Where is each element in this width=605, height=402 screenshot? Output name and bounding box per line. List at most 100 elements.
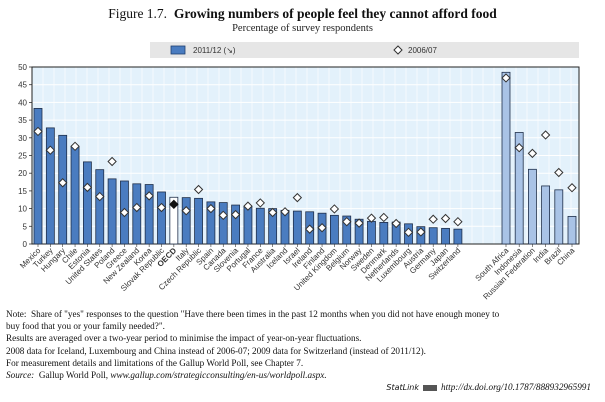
- bar-portugal: [243, 206, 253, 245]
- marker-2006-germany: [428, 214, 438, 224]
- y-tick-label: 30: [18, 134, 27, 143]
- marker-2006-greece: [119, 207, 130, 218]
- marker-2006-belgium: [342, 216, 352, 227]
- y-tick-label: 45: [18, 81, 27, 90]
- note-line-3: Results are averaged over a two-year per…: [6, 333, 362, 344]
- bar-germany: [428, 227, 438, 245]
- marker-2006-china: [567, 183, 577, 193]
- y-tick-label: 0: [23, 240, 28, 249]
- marker-2006-south-africa: [501, 73, 511, 83]
- marker-2006-united-kingdom: [329, 204, 340, 214]
- marker-2006-united-states: [95, 191, 105, 202]
- marker-2006-czech-republic: [193, 184, 204, 195]
- legend-label-2011: 2011/12 (↘): [193, 46, 236, 55]
- marker-2006-finland: [317, 223, 327, 233]
- bar-estonia: [83, 161, 92, 245]
- marker-2006-hungary: [57, 178, 68, 188]
- marker-2006-portugal: [243, 201, 253, 211]
- note-line-1: Note: Share of "yes" responses to the qu…: [6, 308, 499, 320]
- y-tick-label: 15: [18, 187, 27, 196]
- marker-2006-australia: [267, 207, 278, 218]
- note-label: Note:: [6, 309, 27, 319]
- y-tick-label: 5: [23, 222, 28, 231]
- marker-2006-france: [255, 198, 266, 208]
- marker-2006-japan: [440, 213, 451, 224]
- chart-title: Figure 1.7. Growing numbers of people fe…: [0, 6, 605, 22]
- bar-russian-federation: [528, 168, 537, 245]
- note-line-5: For measurement details and limitations …: [6, 357, 304, 368]
- statlink-icon: [423, 384, 438, 391]
- marker-2006-korea: [144, 191, 154, 201]
- legend-label-2006: 2006/07: [408, 46, 437, 55]
- marker-2006-oecd: [169, 199, 179, 210]
- title-text: Growing numbers of people feel they cann…: [173, 6, 497, 21]
- marker-2006-denmark: [379, 212, 389, 223]
- bar-italy: [181, 197, 191, 245]
- marker-2006-iceland: [280, 207, 290, 217]
- bar-hungary: [58, 134, 68, 245]
- marker-2006-indonesia: [514, 143, 524, 153]
- bar-switzerland: [453, 228, 463, 245]
- bar-united-kingdom: [329, 214, 339, 245]
- marker-2006-spain: [206, 203, 216, 214]
- bar-china: [567, 215, 577, 245]
- bar-chart: 2011/12 (↘) 2006/07 0 5 10 15 20 25 30 35 40 45 50…: [18, 42, 580, 301]
- marker-2006-israel: [292, 192, 303, 203]
- marker-2006-switzerland: [453, 216, 463, 227]
- bar-turkey: [45, 127, 55, 245]
- bar-slovak-republic: [157, 191, 166, 245]
- source-text: Gallup World Poll,: [38, 370, 109, 381]
- bar-south-africa: [501, 71, 511, 245]
- source-url-link[interactable]: www.gallup.com/strategicconsulting/en-us…: [110, 370, 327, 381]
- note-text: Share of "yes" responses to the question…: [31, 309, 500, 319]
- bar-brazil: [554, 189, 564, 245]
- y-tick-label: 25: [18, 152, 27, 161]
- plot-area: 05101520253035404550MexicoTurkeyHungaryC…: [18, 63, 580, 301]
- statlink: StatLink http://dx.doi.org/10.1787/888932…: [386, 382, 591, 392]
- bar-denmark: [379, 222, 389, 245]
- marker-2006-luxembourg: [403, 227, 414, 238]
- marker-2006-netherlands: [391, 218, 401, 229]
- y-tick-label: 40: [18, 98, 27, 107]
- legend-diamond-icon: [393, 45, 403, 55]
- legend-bar-swatch: [170, 45, 186, 55]
- marker-2006-turkey: [45, 145, 56, 155]
- bar-israel: [292, 210, 302, 245]
- note-line-4: 2008 data for Iceland, Luxembourg and Ch…: [6, 345, 426, 356]
- bar-united-states: [95, 169, 105, 245]
- marker-2006-norway: [354, 218, 364, 228]
- marker-2006-canada: [218, 210, 228, 221]
- legend: 2011/12 (↘) 2006/07: [150, 42, 579, 58]
- marker-2006-russian-federation: [527, 148, 538, 159]
- marker-2006-brazil: [554, 167, 564, 178]
- source-label: Source:: [6, 370, 35, 381]
- y-tick-label: 10: [18, 205, 27, 214]
- note-line-2: buy food that you or your family needed?…: [6, 321, 165, 332]
- bar-india: [541, 185, 550, 245]
- y-tick-label: 20: [18, 169, 27, 178]
- figure-label: Figure 1.7.: [108, 6, 168, 21]
- y-tick-label: 50: [18, 63, 27, 72]
- y-tick-label: 35: [18, 116, 27, 125]
- source-line: Source: Gallup World Poll, www.gallup.co…: [6, 369, 499, 381]
- bar-canada: [218, 202, 228, 245]
- marker-2006-india: [540, 130, 551, 140]
- chart-subtitle: Percentage of survey respondents: [232, 23, 373, 34]
- statlink-url-link[interactable]: http://dx.doi.org/10.1787/888932965991: [441, 382, 591, 392]
- marker-2006-mexico: [33, 126, 43, 137]
- bar-poland: [107, 178, 117, 245]
- notes: Note: Share of "yes" responses to the qu…: [6, 308, 499, 381]
- marker-2006-italy: [181, 206, 191, 216]
- statlink-label: StatLink: [386, 383, 420, 392]
- marker-2006-ireland: [304, 224, 315, 234]
- marker-2006-sweden: [366, 213, 377, 223]
- bar-chile: [70, 146, 80, 245]
- bar-new-zealand: [132, 183, 142, 245]
- marker-2006-poland: [107, 156, 117, 167]
- marker-2006-estonia: [82, 182, 93, 193]
- bar-japan: [441, 228, 450, 245]
- bar-france: [255, 207, 265, 245]
- marker-2006-chile: [70, 141, 80, 152]
- marker-2006-new-zealand: [132, 202, 142, 213]
- bar-czech-republic: [194, 197, 203, 245]
